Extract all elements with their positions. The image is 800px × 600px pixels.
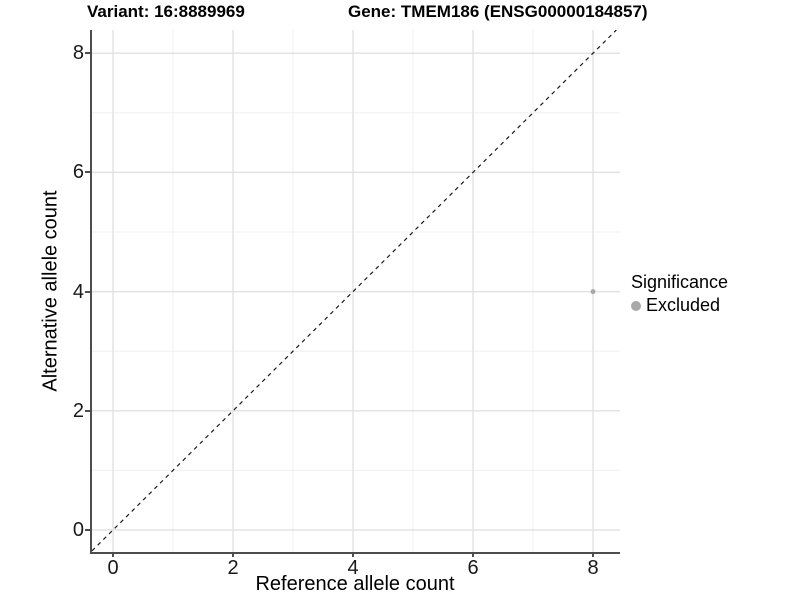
x-tick-mark bbox=[232, 552, 234, 557]
y-tick-mark bbox=[85, 290, 90, 293]
x-tick-label: 4 bbox=[347, 557, 359, 579]
legend-item-label: Excluded bbox=[646, 295, 721, 315]
x-axis-title: Reference allele count bbox=[255, 573, 455, 595]
x-tick-mark bbox=[472, 552, 474, 557]
plot-title-variant: Variant: 16:8889969 bbox=[87, 2, 245, 21]
y-axis-title: Alternative allele count bbox=[39, 190, 62, 392]
y-tick-mark bbox=[85, 52, 90, 55]
y-tick-label: 6 bbox=[72, 161, 84, 184]
y-tick-label: 0 bbox=[72, 519, 84, 541]
data-point bbox=[590, 289, 596, 295]
x-tick-label: 2 bbox=[227, 557, 239, 579]
x-tick-label: 0 bbox=[107, 557, 119, 579]
y-tick-mark bbox=[85, 171, 90, 174]
y-tick-mark bbox=[85, 409, 90, 412]
legend-item-excluded: Excluded bbox=[631, 295, 728, 316]
plot-panel bbox=[90, 30, 620, 554]
legend-key-dot bbox=[631, 300, 641, 311]
y-tick-mark bbox=[85, 529, 90, 531]
plot-title-gene: Gene: TMEM186 (ENSG00000184857) bbox=[348, 2, 648, 21]
legend-title: Significance bbox=[631, 272, 729, 292]
legend: Significance Excluded bbox=[631, 272, 728, 316]
identity-line bbox=[92, 30, 617, 552]
y-tick-label: 8 bbox=[72, 42, 84, 65]
x-tick-mark bbox=[592, 552, 594, 557]
x-tick-label: 8 bbox=[587, 557, 599, 579]
x-tick-mark bbox=[352, 552, 354, 557]
x-tick-label: 6 bbox=[467, 557, 479, 579]
x-tick-mark bbox=[112, 552, 114, 557]
plot-panel-canvas bbox=[92, 30, 620, 552]
y-tick-label: 2 bbox=[72, 399, 84, 422]
y-tick-label: 4 bbox=[72, 280, 84, 303]
